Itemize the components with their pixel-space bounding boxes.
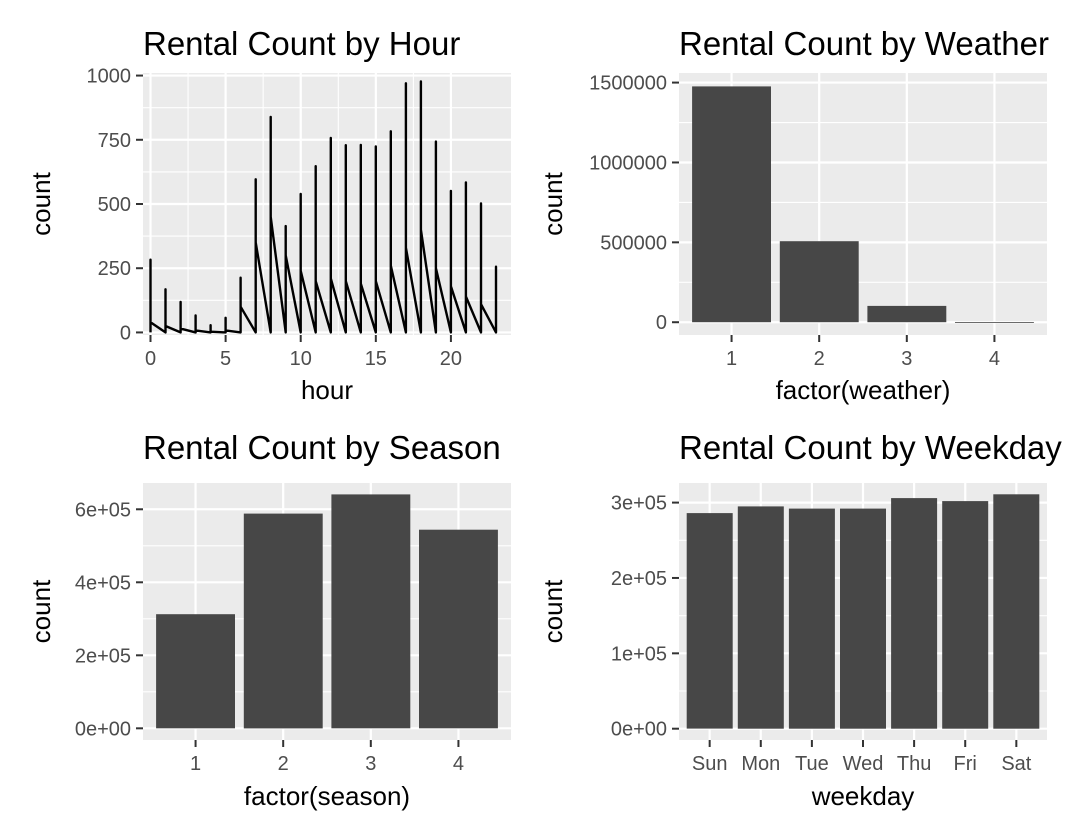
- x-axis-title: hour: [301, 375, 353, 405]
- y-tick-label: 1000000: [589, 152, 667, 174]
- y-tick-label: 3e+05: [611, 493, 667, 515]
- bar-tue: [788, 508, 835, 729]
- chart-panel-3: 0e+00 2e+05 4e+05 6e+05 1 2 3 4 Rental Count by …: [26, 429, 511, 811]
- y-tick-label: 6e+05: [75, 499, 131, 521]
- y-tick-label: 250: [98, 258, 131, 280]
- y-tick-label: 2e+05: [75, 645, 131, 667]
- x-tick-label: 1: [190, 753, 201, 775]
- y-tick-label: 4e+05: [75, 572, 131, 594]
- x-tick-label: 4: [989, 348, 1000, 370]
- bar-fri: [942, 501, 989, 729]
- x-tick-label: 10: [290, 348, 312, 370]
- bar-1: [156, 614, 235, 729]
- x-tick-label: Sun: [692, 753, 728, 775]
- bar-2: [243, 513, 323, 729]
- x-tick-label: 5: [220, 348, 231, 370]
- y-axis-title: count: [26, 171, 56, 235]
- y-tick-label: 0: [656, 312, 667, 334]
- chart-title: Rental Count by Weekday: [679, 429, 1062, 466]
- chart-panel-4: 0e+00 1e+05 2e+05 3e+05 Sun Mon Tue Wed Thu Fri Sa…: [538, 429, 1062, 811]
- bar-1: [692, 86, 771, 323]
- x-tick-label: 3: [901, 348, 912, 370]
- bar-3: [331, 494, 411, 729]
- chart-title: Rental Count by Weather: [679, 25, 1049, 62]
- y-tick-label: 500: [98, 194, 131, 216]
- chart-title: Rental Count by Season: [143, 429, 501, 466]
- y-tick-label: 1000: [87, 66, 132, 88]
- y-tick-label: 1e+05: [611, 643, 667, 665]
- series-line: [149, 80, 498, 334]
- x-tick-label: 15: [365, 348, 387, 370]
- x-tick-label: Tue: [795, 753, 829, 775]
- y-axis-title: count: [538, 579, 568, 643]
- y-axis-title: count: [26, 579, 56, 643]
- chart-title: Rental Count by Hour: [143, 25, 460, 62]
- x-tick-label: Fri: [954, 753, 977, 775]
- x-tick-label: 2: [278, 753, 289, 775]
- x-tick-label: 3: [365, 753, 376, 775]
- bar-3: [867, 305, 947, 323]
- x-tick-label: 1: [726, 348, 737, 370]
- x-axis-title: weekday: [811, 781, 915, 811]
- x-tick-label: 4: [453, 753, 464, 775]
- y-tick-label: 1500000: [589, 73, 667, 95]
- x-tick-label: Sat: [1001, 753, 1031, 775]
- y-axis-title: count: [538, 171, 568, 235]
- bar-4: [419, 529, 498, 729]
- y-tick-label: 0e+00: [611, 719, 667, 741]
- y-tick-label: 2e+05: [611, 568, 667, 590]
- y-tick-label: 750: [98, 130, 131, 152]
- x-axis-title: factor(weather): [776, 375, 951, 405]
- bar-2: [779, 241, 859, 323]
- x-tick-label: Mon: [741, 753, 780, 775]
- x-tick-label: 20: [440, 348, 462, 370]
- x-tick-label: Thu: [897, 753, 931, 775]
- x-axis-title: factor(season): [244, 781, 410, 811]
- bar-wed: [840, 508, 886, 729]
- y-tick-label: 500000: [600, 232, 667, 254]
- bar-mon: [737, 506, 784, 729]
- x-tick-label: Wed: [843, 753, 884, 775]
- y-tick-label: 0: [120, 322, 131, 344]
- chart-panel-2: 0 500000 1000000 1500000 1 2 3 4 Rental Count by…: [538, 25, 1049, 405]
- bar-sun: [686, 513, 733, 729]
- x-tick-label: 2: [814, 348, 825, 370]
- chart-panel-1: 0 250 500 750 1000 0 5 10 15 20 Rental Count by Ho…: [26, 25, 511, 405]
- bar-4: [955, 322, 1034, 323]
- bar-sat: [993, 494, 1040, 729]
- bar-thu: [891, 498, 938, 729]
- x-tick-label: 0: [145, 348, 156, 370]
- y-tick-label: 0e+00: [75, 718, 131, 740]
